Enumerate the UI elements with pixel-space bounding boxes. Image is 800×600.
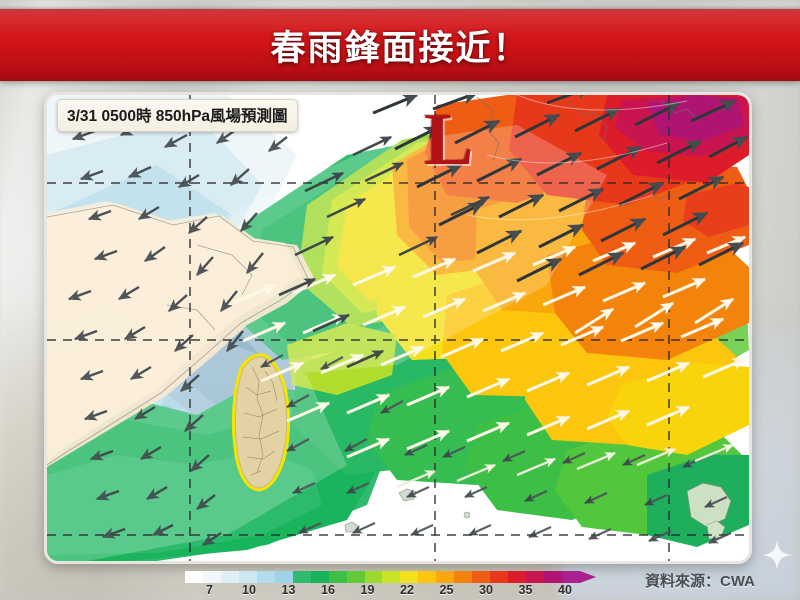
colorbar-segment-3 [238, 571, 257, 583]
colorbar-tick-40: 40 [558, 583, 572, 597]
colorbar-gradient [185, 571, 580, 583]
colorbar-segment-19 [526, 571, 545, 583]
colorbar-tick-25: 25 [439, 583, 454, 597]
colorbar-tick-30: 30 [479, 583, 493, 597]
colorbar-segment-11 [382, 571, 401, 583]
taiwan-island [231, 353, 291, 492]
colorbar-segment-15 [454, 571, 473, 583]
sparkle-icon [762, 540, 792, 570]
colorbar-tick-16: 16 [321, 583, 335, 597]
colorbar-segment-10 [364, 571, 383, 583]
colorbar-segment-9 [346, 571, 365, 583]
colorbar-segment-1 [202, 571, 221, 583]
low-pressure-marker: L [424, 99, 474, 181]
wind-field-map [47, 95, 749, 561]
page-title: 春雨鋒面接近！ [270, 28, 530, 68]
colorbar-tick-19: 19 [360, 583, 375, 597]
colorbar-segment-21 [562, 571, 580, 583]
colorbar-tick-13: 13 [281, 583, 296, 597]
map-forecast-label: 3/31 0500時 850hPa風場預測圖 [57, 99, 298, 132]
colorbar-segment-8 [328, 571, 347, 583]
colorbar-tick-7: 7 [206, 583, 213, 597]
data-source-label: 資料來源：CWA [645, 573, 755, 590]
colorbar-segment-2 [220, 571, 239, 583]
colorbar-tick-10: 10 [242, 583, 256, 597]
colorbar-tick-labels: 7 10 13 16 19 22 25 30 35 40 [185, 583, 580, 597]
colorbar-segment-13 [418, 571, 437, 583]
colorbar-segment-4 [256, 571, 275, 583]
colorbar-max-tip [580, 571, 596, 583]
colorbar-segment-18 [508, 571, 527, 583]
colorbar-segment-0 [185, 571, 203, 583]
map-panel[interactable]: L 3/31 0500時 850hPa風場預測圖 [44, 92, 752, 564]
colorbar-segment-6 [292, 571, 311, 583]
map-canvas: L 3/31 0500時 850hPa風場預測圖 [47, 95, 749, 561]
colorbar-segment-14 [436, 571, 455, 583]
colorbar-tick-22: 22 [400, 583, 414, 597]
colorbar-segment-20 [544, 571, 563, 583]
wind-speed-colorbar: 7 10 13 16 19 22 25 30 35 40 [185, 571, 603, 597]
colorbar-segment-17 [490, 571, 509, 583]
colorbar-tick-35: 35 [518, 583, 533, 597]
colorbar-segment-12 [400, 571, 419, 583]
colorbar-segment-5 [274, 571, 293, 583]
colorbar-segment-7 [310, 571, 329, 583]
colorbar-segment-16 [472, 571, 491, 583]
title-banner: 春雨鋒面接近！ [0, 9, 800, 81]
